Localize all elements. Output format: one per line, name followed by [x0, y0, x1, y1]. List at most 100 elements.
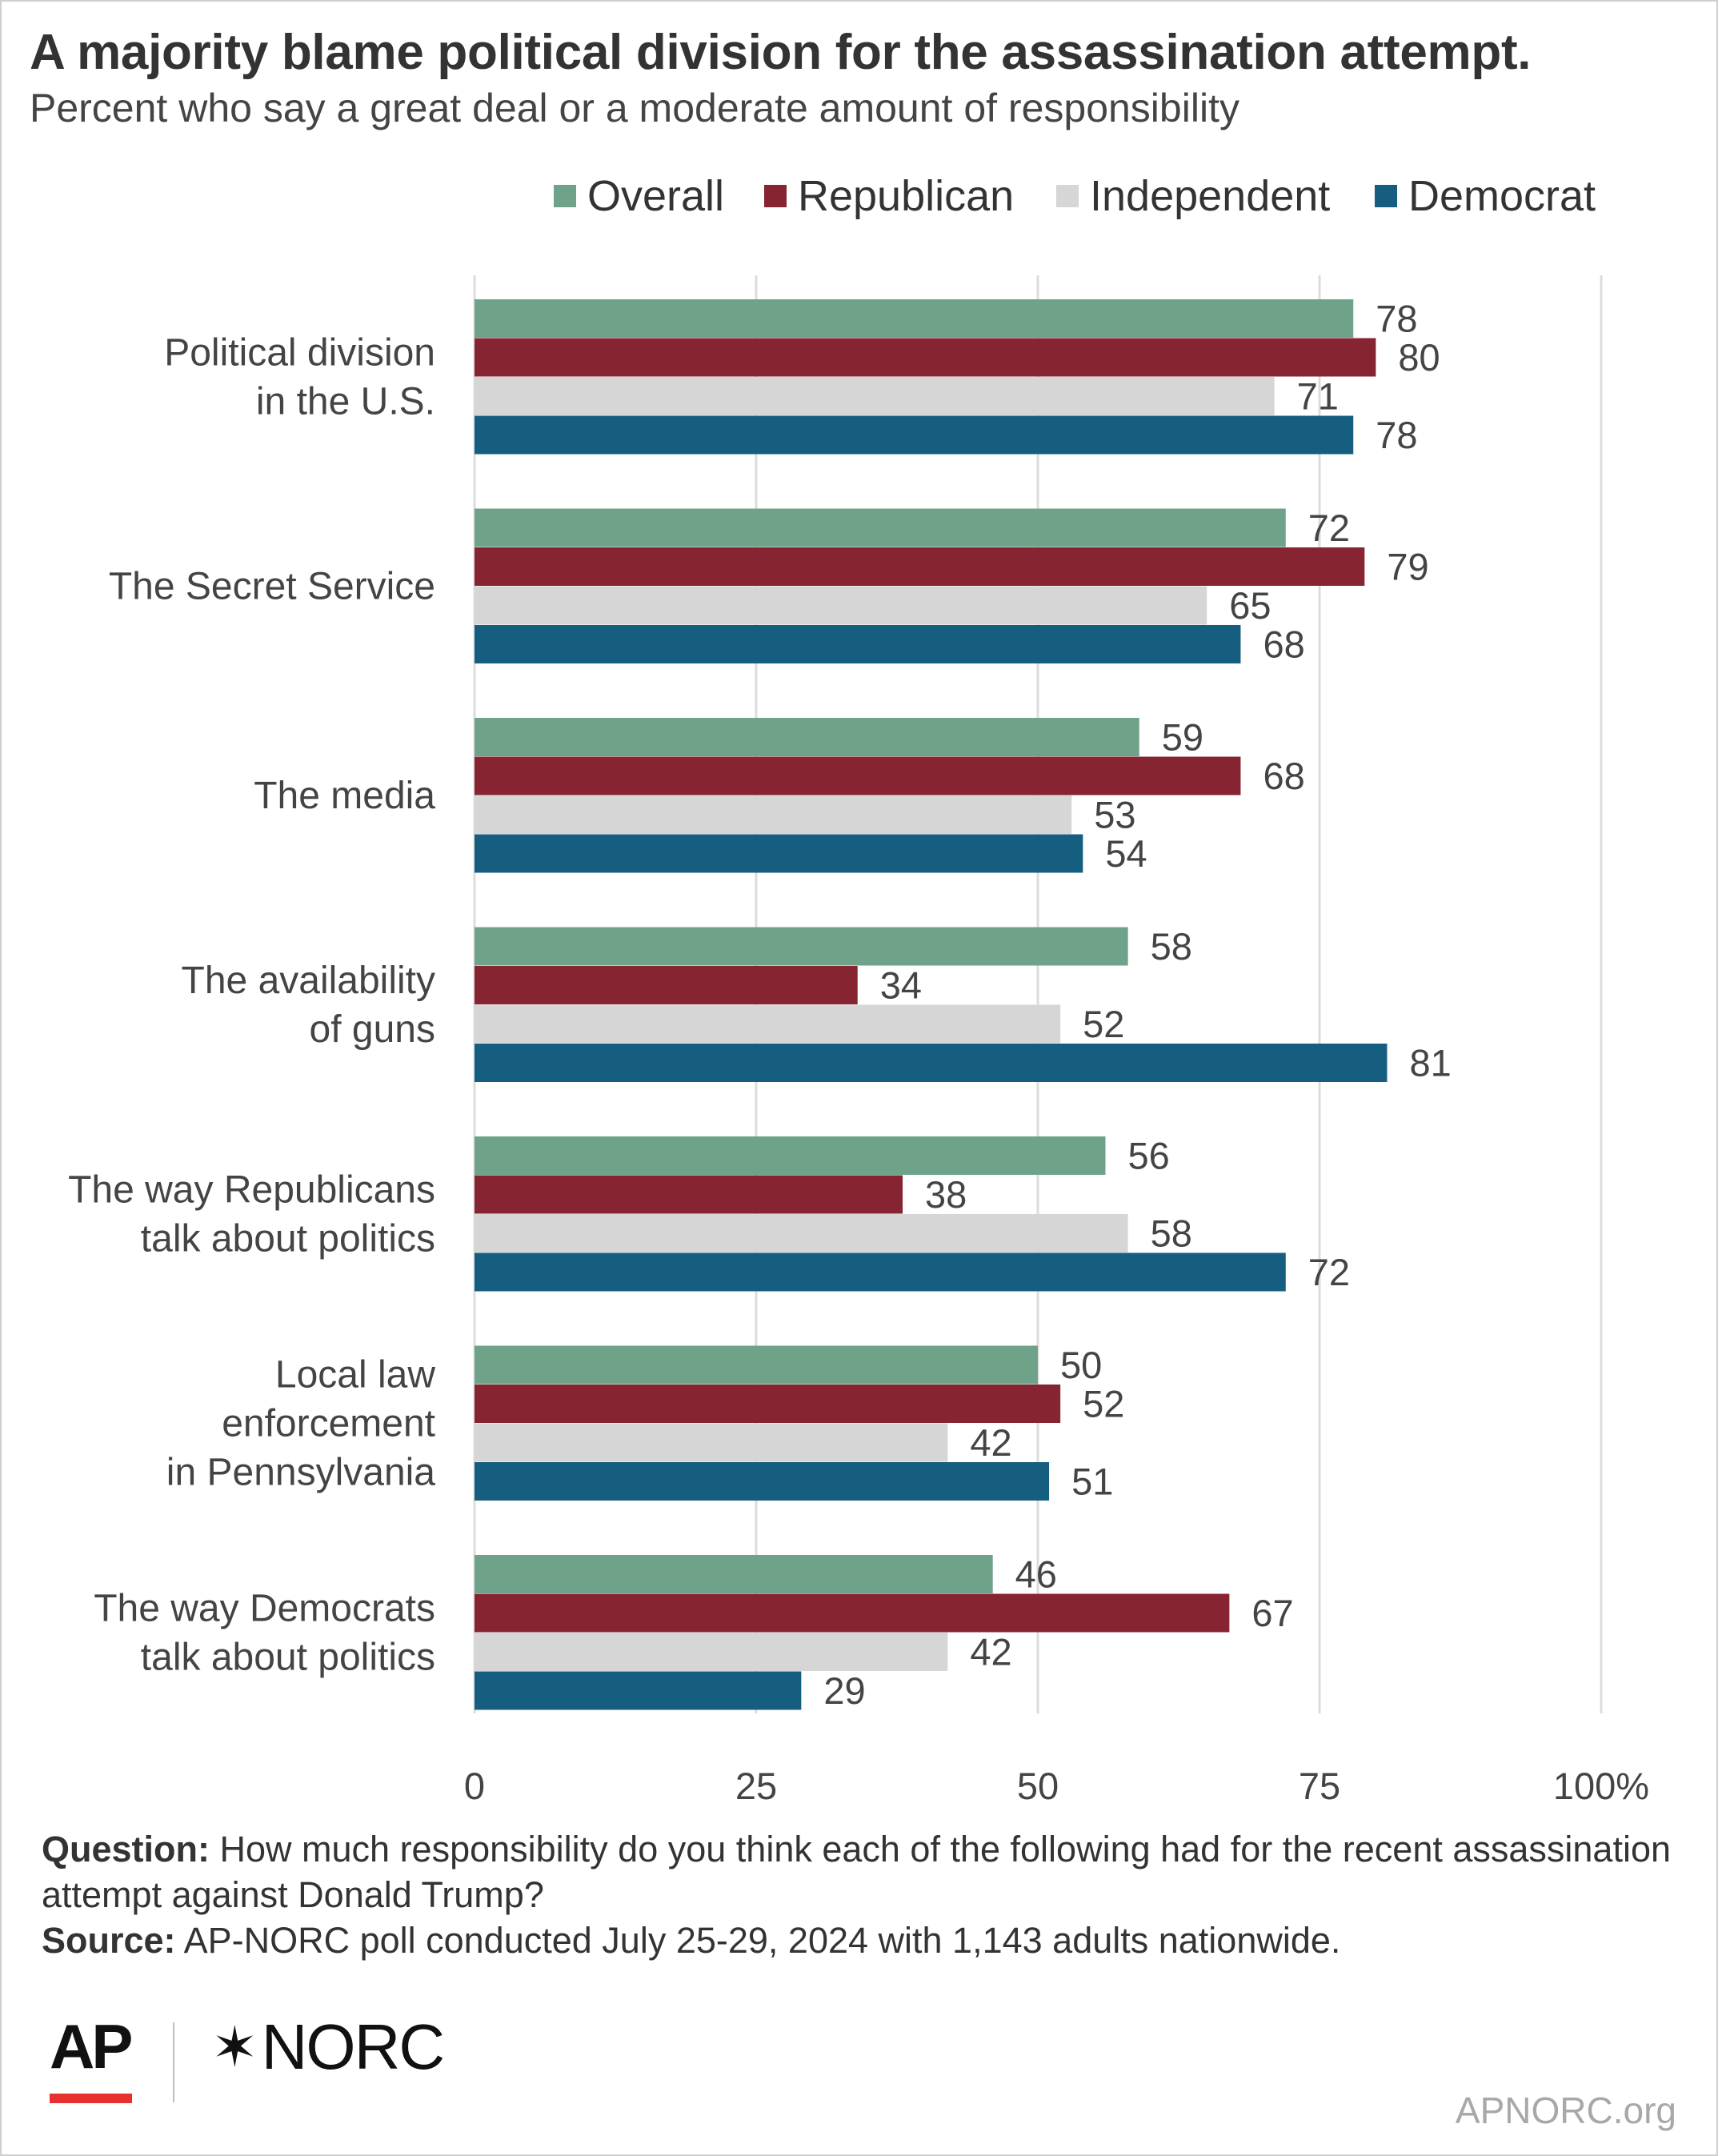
category-label-line: The Secret Service: [109, 566, 435, 608]
data-label: 53: [1094, 793, 1135, 836]
bar: [475, 756, 1241, 795]
category-label-line: Local law: [275, 1354, 435, 1397]
category-label-line: talk about politics: [141, 1218, 435, 1260]
norc-star-icon: ✶: [211, 2016, 258, 2078]
category-label-line: in the U.S.: [256, 381, 435, 423]
data-label: 72: [1308, 507, 1350, 549]
data-label: 78: [1376, 414, 1417, 456]
data-label: 52: [1083, 1382, 1124, 1425]
category-label: The Secret Service: [109, 566, 435, 608]
category-label-line: Political division: [164, 332, 435, 375]
category-label: The way Republicans talk about politics: [68, 1169, 435, 1260]
norc-logo: ✶ NORC: [211, 2010, 446, 2084]
logo-divider: [173, 2022, 174, 2102]
data-label: 68: [1263, 755, 1304, 797]
data-label: 68: [1263, 623, 1304, 665]
site-url: APNORC.org: [1455, 2090, 1676, 2131]
chart-subtitle: Percent who say a great deal or a modera…: [30, 86, 1239, 130]
data-label: 42: [970, 1421, 1011, 1464]
bar: [475, 377, 1275, 415]
x-tick-label: 75: [1299, 1765, 1340, 1807]
source-text: AP-NORC poll conducted July 25-29, 2024 …: [175, 1920, 1341, 1961]
legend-swatch-overall: [554, 185, 576, 207]
data-label: 72: [1308, 1251, 1350, 1293]
bar: [475, 718, 1139, 756]
data-label: 50: [1060, 1344, 1102, 1386]
category-label-line: The way Democrats: [94, 1588, 435, 1630]
data-label: 78: [1376, 297, 1417, 339]
legend-swatch-independent: [1056, 185, 1079, 207]
bar: [475, 966, 858, 1004]
chart-title: A majority blame political division for …: [30, 25, 1532, 80]
bar: [475, 1252, 1286, 1292]
bar: [475, 1423, 948, 1462]
question-note: Question: How much responsibility do you…: [42, 1826, 1690, 1918]
bar: [475, 1175, 903, 1214]
legend-item-overall: Overall: [554, 171, 724, 221]
bar: [475, 547, 1365, 586]
bar: [475, 834, 1083, 873]
data-label: 46: [1015, 1553, 1057, 1595]
bar: [475, 625, 1241, 663]
category-label-line: enforcement: [222, 1403, 435, 1445]
legend-swatch-republican: [764, 185, 787, 207]
category-label-line: of guns: [310, 1008, 435, 1051]
question-text: How much responsibility do you think eac…: [42, 1829, 1672, 1915]
category-label: The media: [254, 775, 435, 817]
legend-swatch-democrat: [1375, 185, 1397, 207]
category-label-line: The way Republicans: [68, 1169, 435, 1212]
category-label: Local law enforcement in Pennsylvania: [166, 1354, 436, 1494]
x-tick-label: 0: [464, 1765, 485, 1807]
legend-item-republican: Republican: [764, 171, 1014, 221]
data-label: 34: [880, 964, 922, 1006]
category-label: The way Democrats talk about politics: [94, 1588, 435, 1679]
data-label: 29: [823, 1669, 865, 1712]
data-label: 51: [1071, 1460, 1113, 1502]
bar: [475, 795, 1072, 834]
data-label: 80: [1398, 336, 1440, 379]
bar: [475, 299, 1354, 338]
bar: [475, 1671, 802, 1710]
bar: [475, 586, 1207, 625]
data-label: 65: [1229, 584, 1271, 627]
norc-logo-text: NORC: [261, 2011, 446, 2082]
data-label: 52: [1083, 1003, 1124, 1045]
bar: [475, 508, 1286, 547]
x-tick-label: 50: [1017, 1765, 1059, 1807]
ap-logo: AP: [50, 2011, 133, 2082]
data-label: 71: [1297, 375, 1339, 417]
x-tick-label: 25: [735, 1765, 777, 1807]
bar: [475, 1555, 993, 1593]
bar: [475, 1345, 1038, 1385]
legend-item-independent: Independent: [1056, 171, 1330, 221]
bar: [475, 338, 1376, 377]
data-label: 59: [1162, 715, 1203, 758]
source-note: Source: AP-NORC poll conducted July 25-2…: [42, 1918, 1690, 1963]
bar: [475, 1593, 1230, 1633]
legend-label-independent: Independent: [1090, 172, 1331, 220]
bar: [475, 1004, 1061, 1044]
data-label: 58: [1151, 925, 1192, 968]
question-label: Question:: [42, 1829, 210, 1869]
legend-item-democrat: Democrat: [1375, 171, 1596, 221]
category-label: Political division in the U.S.: [164, 332, 435, 423]
ap-logo-bar: [50, 2094, 132, 2103]
x-tick-label: 100%: [1553, 1765, 1649, 1807]
legend-label-overall: Overall: [587, 172, 725, 220]
category-label-line: talk about politics: [141, 1637, 435, 1679]
category-label-line: The availability: [182, 960, 435, 1002]
legend-label-democrat: Democrat: [1408, 172, 1596, 220]
bar: [475, 1136, 1106, 1175]
bar: [475, 927, 1128, 966]
bar: [475, 415, 1354, 455]
data-label: 38: [925, 1173, 967, 1216]
bar: [475, 1044, 1388, 1082]
data-label: 56: [1127, 1134, 1169, 1176]
legend-label-republican: Republican: [798, 172, 1015, 220]
bar: [475, 1462, 1050, 1501]
source-label: Source:: [42, 1920, 176, 1961]
category-label: The availability of guns: [182, 960, 435, 1051]
data-label: 42: [970, 1630, 1011, 1673]
